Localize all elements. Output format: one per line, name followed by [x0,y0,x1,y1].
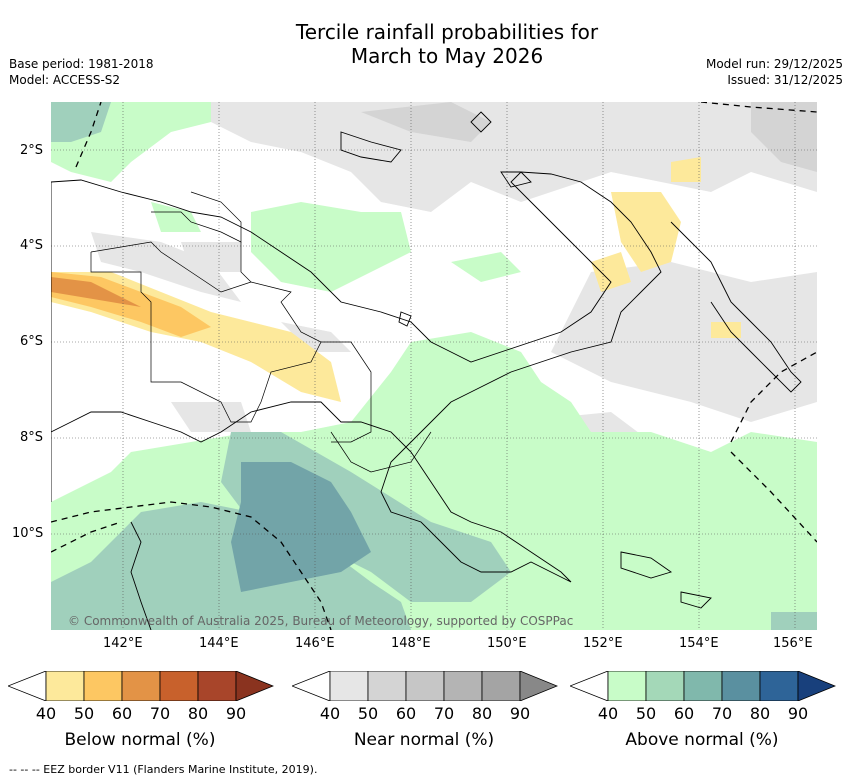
lat-label-6s: 6°S [20,334,44,349]
title-line-2: March to May 2026 [350,44,544,68]
eez-borders [51,102,817,630]
above-70-gulf [231,462,371,592]
lon-label-146e: 146°E [295,636,335,651]
legend-near-tick-40: 40 [319,704,341,723]
lat-label-4s: 4°S [20,238,44,253]
legend-below-tick-60: 60 [111,704,133,723]
legend-above-tick-60: 60 [673,704,695,723]
map-title: Tercile rainfall probabilities for March… [0,20,850,68]
legend-below-bar [8,671,274,701]
map-copyright: © Commonwealth of Australia 2025, Bureau… [68,614,573,628]
map-canvas[interactable]: © Commonwealth of Australia 2025, Bureau… [51,102,817,630]
lon-label-152e: 152°E [583,636,623,651]
lon-label-148e: 148°E [391,636,431,651]
legend-above-tick-50: 50 [635,704,657,723]
lon-label-150e: 150°E [487,636,527,651]
legend-above-tick-80: 80 [749,704,771,723]
legend-above-tick-70: 70 [711,704,733,723]
legend-below-tick-40: 40 [35,704,57,723]
legend-below-tick-80: 80 [187,704,209,723]
meta-right: Model run: 29/12/2025 Issued: 31/12/2025 [706,56,843,88]
meta-left: Base period: 1981-2018 Model: ACCESS-S2 [9,56,154,88]
legend-above-label: Above normal (%) [625,730,779,750]
base-period: Base period: 1981-2018 [9,57,154,71]
province-borders [90,191,432,473]
legend-below-tick-70: 70 [149,704,171,723]
lat-label-10s: 10°S [12,526,44,541]
legend-below-tick-50: 50 [73,704,95,723]
above-60-nw [51,102,111,142]
legend-near-bar [292,671,558,701]
legend-below-tick-90: 90 [225,704,247,723]
legend-near-tick-70: 70 [433,704,455,723]
lat-label-8s: 8°S [20,430,44,445]
legend-below-label: Below normal (%) [64,730,216,750]
lon-label-142e: 142°E [103,636,143,651]
below-normal-regions [51,157,741,402]
legend-above-tick-40: 40 [597,704,619,723]
above-60-se [771,612,817,630]
legend-near-tick-50: 50 [357,704,379,723]
title-line-1: Tercile rainfall probabilities for [295,20,599,44]
legend-near-tick-60: 60 [395,704,417,723]
legend-near-label: Near normal (%) [353,730,495,750]
legend-near-tick-80: 80 [471,704,493,723]
issued-date: Issued: 31/12/2025 [727,73,843,87]
lon-label-156e: 156°E [773,636,813,651]
eez-footnote: -- -- -- EEZ border V11 (Flanders Marine… [9,763,318,776]
lon-label-144e: 144°E [199,636,239,651]
legend-above-tick-90: 90 [787,704,809,723]
legend-near-tick-90: 90 [509,704,531,723]
model-run: Model run: 29/12/2025 [705,57,843,71]
lat-label-2s: 2°S [20,143,44,158]
lon-label-154e: 154°E [679,636,719,651]
model-name: Model: ACCESS-S2 [9,73,121,87]
legend-above-bar [570,671,836,701]
coastlines [51,111,802,630]
graticule [51,102,817,630]
